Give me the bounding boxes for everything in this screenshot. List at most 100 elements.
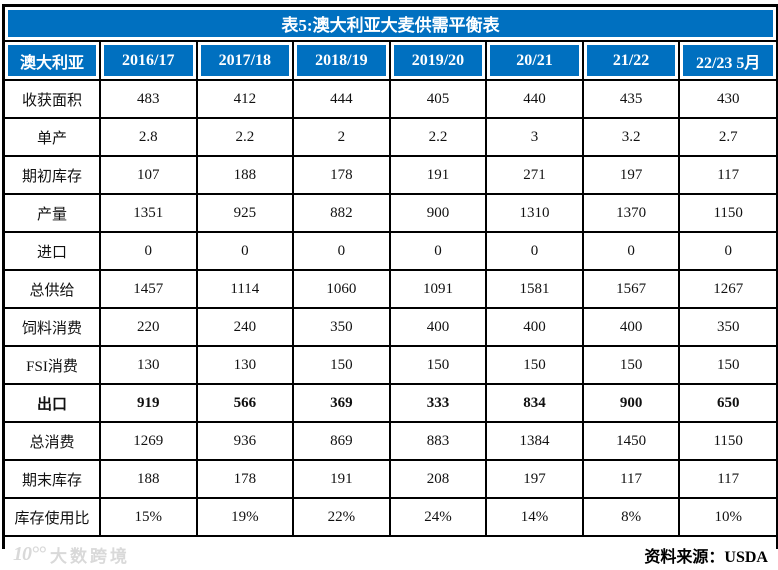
cell-r11-c0: 15% xyxy=(99,497,198,537)
table-row-0: 收获面积 483 412 444 405 440 435 430 xyxy=(5,79,776,119)
cell-r11-c5: 8% xyxy=(581,497,681,537)
row-label: FSI消费 xyxy=(5,345,101,385)
cell-r7-c3: 150 xyxy=(388,345,488,385)
row-label: 饲料消费 xyxy=(5,307,101,347)
cell-r4-c4: 0 xyxy=(485,231,584,271)
cell-r8-c1: 566 xyxy=(195,383,295,423)
cell-r6-c5: 400 xyxy=(581,307,681,347)
cell-r10-c3: 208 xyxy=(388,459,488,499)
cell-r9-c3: 883 xyxy=(388,421,488,461)
cell-r6-c1: 240 xyxy=(195,307,295,347)
column-header-1: 2017/18 xyxy=(195,40,295,81)
cell-r5-c0: 1457 xyxy=(99,269,198,309)
table-row-2: 期初库存 107 188 178 191 271 197 117 xyxy=(5,155,776,195)
table-row-10: 期末库存 188 178 191 208 197 117 117 xyxy=(5,459,776,499)
cell-r1-c1: 2.2 xyxy=(195,117,295,157)
cell-r8-c5: 900 xyxy=(581,383,681,423)
column-header-2: 2018/19 xyxy=(292,40,391,81)
cell-r5-c1: 1114 xyxy=(195,269,295,309)
row-label: 期初库存 xyxy=(5,155,101,195)
cell-r9-c6: 1150 xyxy=(678,421,776,461)
cell-r2-c5: 197 xyxy=(581,155,681,195)
table-frame: 表5:澳大利亚大麦供需平衡表 澳大利亚 2016/17 2017/18 2018/19… xyxy=(2,4,778,570)
cell-r9-c2: 869 xyxy=(292,421,391,461)
cell-r7-c1: 130 xyxy=(195,345,295,385)
table-row-11: 库存使用比 15% 19% 22% 24% 14% 8% 10% xyxy=(5,497,776,537)
cell-r7-c6: 150 xyxy=(678,345,776,385)
cell-r10-c2: 191 xyxy=(292,459,391,499)
cell-r1-c0: 2.8 xyxy=(99,117,198,157)
table-header-row: 澳大利亚 2016/17 2017/18 2018/19 2019/20 20/21 21/… xyxy=(5,40,776,81)
cell-r3-c4: 1310 xyxy=(485,193,584,233)
watermark-label: 大数跨境 xyxy=(50,547,130,566)
table-row-4: 进口 0 0 0 0 0 0 0 xyxy=(5,231,776,271)
table-row-9: 总消费 1269 936 869 883 1384 1450 1150 xyxy=(5,421,776,461)
cell-r11-c2: 22% xyxy=(292,497,391,537)
table-body: 表5:澳大利亚大麦供需平衡表 澳大利亚 2016/17 2017/18 2018/19… xyxy=(5,7,776,537)
cell-r3-c3: 900 xyxy=(388,193,488,233)
cell-r6-c0: 220 xyxy=(99,307,198,347)
cell-r1-c4: 3 xyxy=(485,117,584,157)
cell-r0-c2: 444 xyxy=(292,79,391,119)
row-label: 单产 xyxy=(5,117,101,157)
column-header-0: 2016/17 xyxy=(99,40,198,81)
cell-r5-c6: 1267 xyxy=(678,269,776,309)
table-row-3: 产量 1351 925 882 900 1310 1370 1150 xyxy=(5,193,776,233)
cell-r10-c1: 178 xyxy=(195,459,295,499)
cell-r6-c2: 350 xyxy=(292,307,391,347)
row-label: 出口 xyxy=(5,383,101,423)
table-title-row: 表5:澳大利亚大麦供需平衡表 xyxy=(5,7,776,42)
cell-r9-c0: 1269 xyxy=(99,421,198,461)
cell-r8-c2: 369 xyxy=(292,383,391,423)
cell-r7-c4: 150 xyxy=(485,345,584,385)
table-row-8: 出口 919 566 369 333 834 900 650 xyxy=(5,383,776,423)
row-label: 库存使用比 xyxy=(5,497,101,537)
cell-r8-c3: 333 xyxy=(388,383,488,423)
supply-demand-table: 表5:澳大利亚大麦供需平衡表 澳大利亚 2016/17 2017/18 2018/19… xyxy=(5,7,776,537)
table-footer: 10°° 大数跨境 资料来源：USDA xyxy=(5,537,776,570)
cell-r11-c1: 19% xyxy=(195,497,295,537)
watermark: 10°° 大数跨境 xyxy=(13,542,130,567)
cell-r2-c4: 271 xyxy=(485,155,584,195)
cell-r2-c3: 191 xyxy=(388,155,488,195)
table-title: 表5:澳大利亚大麦供需平衡表 xyxy=(5,7,776,42)
cell-r3-c5: 1370 xyxy=(581,193,681,233)
cell-r5-c5: 1567 xyxy=(581,269,681,309)
cell-r5-c2: 1060 xyxy=(292,269,391,309)
cell-r2-c1: 188 xyxy=(195,155,295,195)
cell-r4-c1: 0 xyxy=(195,231,295,271)
cell-r3-c2: 882 xyxy=(292,193,391,233)
cell-r7-c0: 130 xyxy=(99,345,198,385)
row-label: 收获面积 xyxy=(5,79,101,119)
cell-r9-c1: 936 xyxy=(195,421,295,461)
row-label: 总供给 xyxy=(5,269,101,309)
row-label: 总消费 xyxy=(5,421,101,461)
cell-r3-c1: 925 xyxy=(195,193,295,233)
cell-r0-c0: 483 xyxy=(99,79,198,119)
cell-r0-c1: 412 xyxy=(195,79,295,119)
cell-r4-c3: 0 xyxy=(388,231,488,271)
cell-r1-c6: 2.7 xyxy=(678,117,776,157)
cell-r10-c0: 188 xyxy=(99,459,198,499)
cell-r5-c4: 1581 xyxy=(485,269,584,309)
cell-r11-c3: 24% xyxy=(388,497,488,537)
cell-r8-c6: 650 xyxy=(678,383,776,423)
cell-r6-c4: 400 xyxy=(485,307,584,347)
column-header-3: 2019/20 xyxy=(388,40,488,81)
row-label: 进口 xyxy=(5,231,101,271)
cell-r5-c3: 1091 xyxy=(388,269,488,309)
cell-r10-c4: 197 xyxy=(485,459,584,499)
row-label: 产量 xyxy=(5,193,101,233)
cell-r0-c5: 435 xyxy=(581,79,681,119)
cell-r7-c2: 150 xyxy=(292,345,391,385)
cell-r10-c5: 117 xyxy=(581,459,681,499)
watermark-logo-icon: 10°° xyxy=(13,543,46,565)
cell-r3-c0: 1351 xyxy=(99,193,198,233)
cell-r2-c2: 178 xyxy=(292,155,391,195)
cell-r1-c3: 2.2 xyxy=(388,117,488,157)
cell-r2-c0: 107 xyxy=(99,155,198,195)
cell-r4-c0: 0 xyxy=(99,231,198,271)
cell-r9-c4: 1384 xyxy=(485,421,584,461)
corner-header: 澳大利亚 xyxy=(5,40,101,81)
table-row-7: FSI消费 130 130 150 150 150 150 150 xyxy=(5,345,776,385)
